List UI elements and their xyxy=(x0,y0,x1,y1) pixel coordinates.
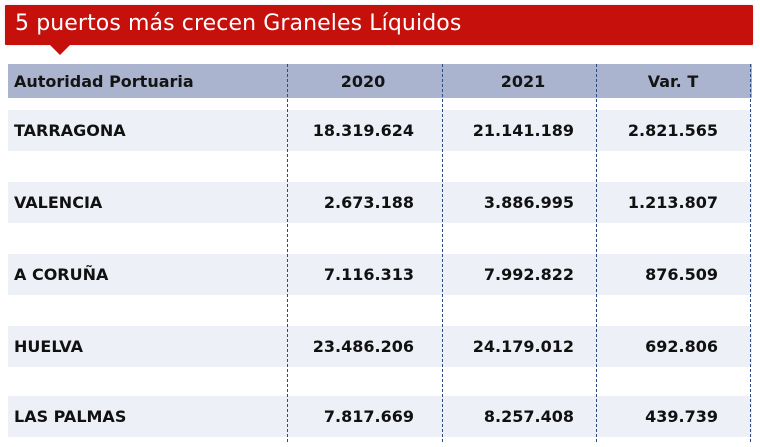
column-header-2020: 2020 xyxy=(340,72,386,91)
value-2020: 2.673.188 xyxy=(323,193,414,212)
table-header-row: Autoridad Portuaria 2020 2021 Var. T xyxy=(8,64,752,98)
table-row: HUELVA 23.486.206 24.179.012 692.806 xyxy=(8,326,752,367)
value-2021: 24.179.012 xyxy=(472,337,574,356)
value-2020: 7.116.313 xyxy=(323,265,414,284)
column-divider xyxy=(596,64,597,442)
value-var: 1.213.807 xyxy=(627,193,718,212)
value-var: 439.739 xyxy=(645,407,718,426)
value-2021: 7.992.822 xyxy=(483,265,574,284)
port-name: VALENCIA xyxy=(14,193,103,212)
port-name: A CORUÑA xyxy=(14,265,109,284)
value-2020: 7.817.669 xyxy=(323,407,414,426)
table-row: TARRAGONA 18.319.624 21.141.189 2.821.56… xyxy=(8,110,752,151)
page-title: 5 puertos más crecen Graneles Líquidos xyxy=(15,11,462,36)
column-divider xyxy=(442,64,443,442)
column-header-var: Var. T xyxy=(647,72,699,91)
title-pointer-arrow xyxy=(50,45,70,55)
table-row: VALENCIA 2.673.188 3.886.995 1.213.807 xyxy=(8,182,752,223)
table-row: A CORUÑA 7.116.313 7.992.822 876.509 xyxy=(8,254,752,295)
value-2021: 8.257.408 xyxy=(483,407,574,426)
title-banner: 5 puertos más crecen Graneles Líquidos xyxy=(5,5,753,45)
value-var: 876.509 xyxy=(645,265,718,284)
value-2021: 21.141.189 xyxy=(472,121,574,140)
column-header-2021: 2021 xyxy=(500,72,546,91)
column-divider xyxy=(750,64,751,442)
value-var: 2.821.565 xyxy=(627,121,718,140)
table-row: LAS PALMAS 7.817.669 8.257.408 439.739 xyxy=(8,396,752,437)
value-2020: 18.319.624 xyxy=(312,121,414,140)
column-divider xyxy=(287,64,288,442)
value-2020: 23.486.206 xyxy=(312,337,414,356)
port-name: HUELVA xyxy=(14,337,83,356)
column-header-port: Autoridad Portuaria xyxy=(14,72,194,91)
port-name: LAS PALMAS xyxy=(14,407,127,426)
value-var: 692.806 xyxy=(645,337,718,356)
value-2021: 3.886.995 xyxy=(483,193,574,212)
port-name: TARRAGONA xyxy=(14,121,126,140)
